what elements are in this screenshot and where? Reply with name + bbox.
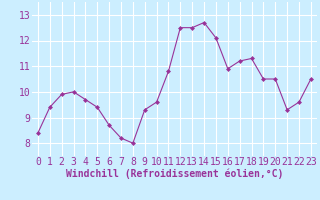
X-axis label: Windchill (Refroidissement éolien,°C): Windchill (Refroidissement éolien,°C) xyxy=(66,169,283,179)
